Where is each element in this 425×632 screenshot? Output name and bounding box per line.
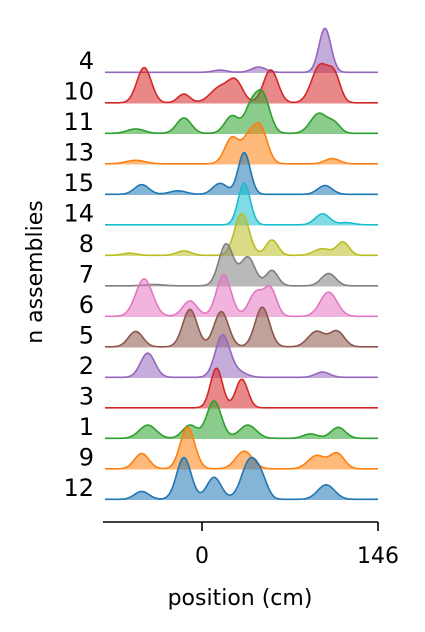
ridge-fill-13 <box>105 122 378 165</box>
row-label-10: 10 <box>63 78 94 106</box>
ridge-fill-3 <box>105 368 378 409</box>
ridge-fill-8 <box>105 213 378 256</box>
ridge-line-10 <box>105 62 378 104</box>
ridge-fill-6 <box>105 274 378 317</box>
ridge-line-6 <box>105 273 378 318</box>
row-label-2: 2 <box>79 352 94 380</box>
x-axis-title: position (cm) <box>168 586 313 611</box>
row-label-14: 14 <box>63 200 94 228</box>
ridge-fill-9 <box>105 427 378 470</box>
ridge-line-12 <box>105 456 378 501</box>
ridge-fill-7 <box>105 243 378 287</box>
row-label-1: 1 <box>79 413 94 441</box>
ridge-line-5 <box>105 306 378 348</box>
x-tick-label-0: 0 <box>195 544 209 569</box>
row-label-4: 4 <box>79 47 94 75</box>
row-label-15: 15 <box>63 169 94 197</box>
row-label-9: 9 <box>79 444 94 472</box>
row-label-11: 11 <box>63 108 94 136</box>
y-axis-title: n assemblies <box>23 200 48 344</box>
row-label-3: 3 <box>79 383 94 411</box>
ridge-line-8 <box>105 212 378 257</box>
ridge-fill-10 <box>105 63 378 104</box>
ridge-fill-4 <box>105 28 378 73</box>
x-ticks-group: 0 146 <box>195 522 399 569</box>
ridge-fill-5 <box>105 307 378 348</box>
row-label-8: 8 <box>79 230 94 258</box>
ridge-line-4 <box>105 27 378 74</box>
row-label-6: 6 <box>79 291 94 319</box>
row-label-5: 5 <box>79 322 94 350</box>
x-tick-label-146: 146 <box>357 544 399 569</box>
row-label-13: 13 <box>63 139 94 167</box>
ridge-line-15 <box>105 151 378 196</box>
ridge-fill-14 <box>105 183 378 226</box>
row-label-7: 7 <box>79 261 94 289</box>
ridge-line-14 <box>105 182 378 226</box>
row-label-12: 12 <box>63 474 94 502</box>
ridge-line-13 <box>105 122 378 165</box>
ridge-line-7 <box>105 242 378 287</box>
ridges-group <box>105 27 378 501</box>
ridge-fill-15 <box>105 152 378 195</box>
ridge-line-11 <box>105 88 378 135</box>
ridge-fill-12 <box>105 457 378 500</box>
ridge-line-1 <box>105 400 378 440</box>
ridge-line-3 <box>105 367 378 409</box>
ridge-line-2 <box>105 333 378 379</box>
ridge-fill-1 <box>105 400 378 439</box>
ridge-line-9 <box>105 426 378 470</box>
